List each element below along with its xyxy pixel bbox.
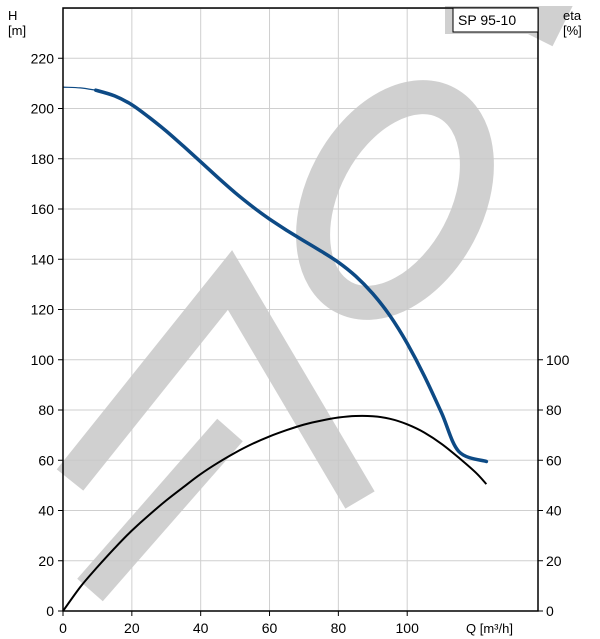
left-tick-label: 0 xyxy=(46,603,54,619)
watermark-logo xyxy=(56,6,573,602)
left-tick-label: 80 xyxy=(38,402,54,418)
x-tick-label: 100 xyxy=(396,620,420,636)
left-tick-label: 40 xyxy=(38,503,54,519)
left-axis-title: H xyxy=(8,8,17,23)
x-axis-title: Q [m³/h] xyxy=(466,621,513,636)
right-tick-label: 0 xyxy=(546,603,554,619)
tick-marks xyxy=(58,57,543,616)
x-tick-label: 0 xyxy=(59,620,67,636)
series-layer xyxy=(62,86,489,612)
left-tick-label: 160 xyxy=(31,201,55,217)
right-tick-label: 60 xyxy=(546,452,562,468)
x-tick-label: 60 xyxy=(262,620,278,636)
x-tick-label: 80 xyxy=(331,620,347,636)
right-tick-label: 100 xyxy=(546,352,570,368)
right-tick-label: 40 xyxy=(546,503,562,519)
model-label: SP 95-10 xyxy=(458,12,516,28)
left-tick-label: 60 xyxy=(38,452,54,468)
left-tick-label: 220 xyxy=(31,50,55,66)
left-tick-label: 200 xyxy=(31,101,55,117)
head-curve-leadin xyxy=(62,86,96,91)
left-tick-label: 180 xyxy=(31,151,55,167)
x-tick-label: 20 xyxy=(124,620,140,636)
left-tick-label: 100 xyxy=(31,352,55,368)
right-axis-tick-labels: 0 20 40 60 80 100 xyxy=(546,352,570,619)
right-tick-label: 80 xyxy=(546,402,562,418)
model-label-box xyxy=(452,7,539,33)
efficiency-curve xyxy=(62,414,488,612)
left-tick-label: 120 xyxy=(31,302,55,318)
x-tick-label: 40 xyxy=(193,620,209,636)
left-tick-label: 20 xyxy=(38,553,54,569)
right-axis-unit: [%] xyxy=(563,23,582,38)
right-tick-label: 20 xyxy=(546,553,562,569)
x-axis-tick-labels: 0 20 40 60 80 100 xyxy=(59,620,419,636)
head-curve xyxy=(93,88,489,464)
left-axis-tick-labels: 0 20 40 60 80 100 120 140 160 180 200 220 xyxy=(31,50,55,619)
left-tick-label: 140 xyxy=(31,251,55,267)
right-axis-title: eta xyxy=(563,8,582,23)
left-axis-unit: [m] xyxy=(8,23,26,38)
